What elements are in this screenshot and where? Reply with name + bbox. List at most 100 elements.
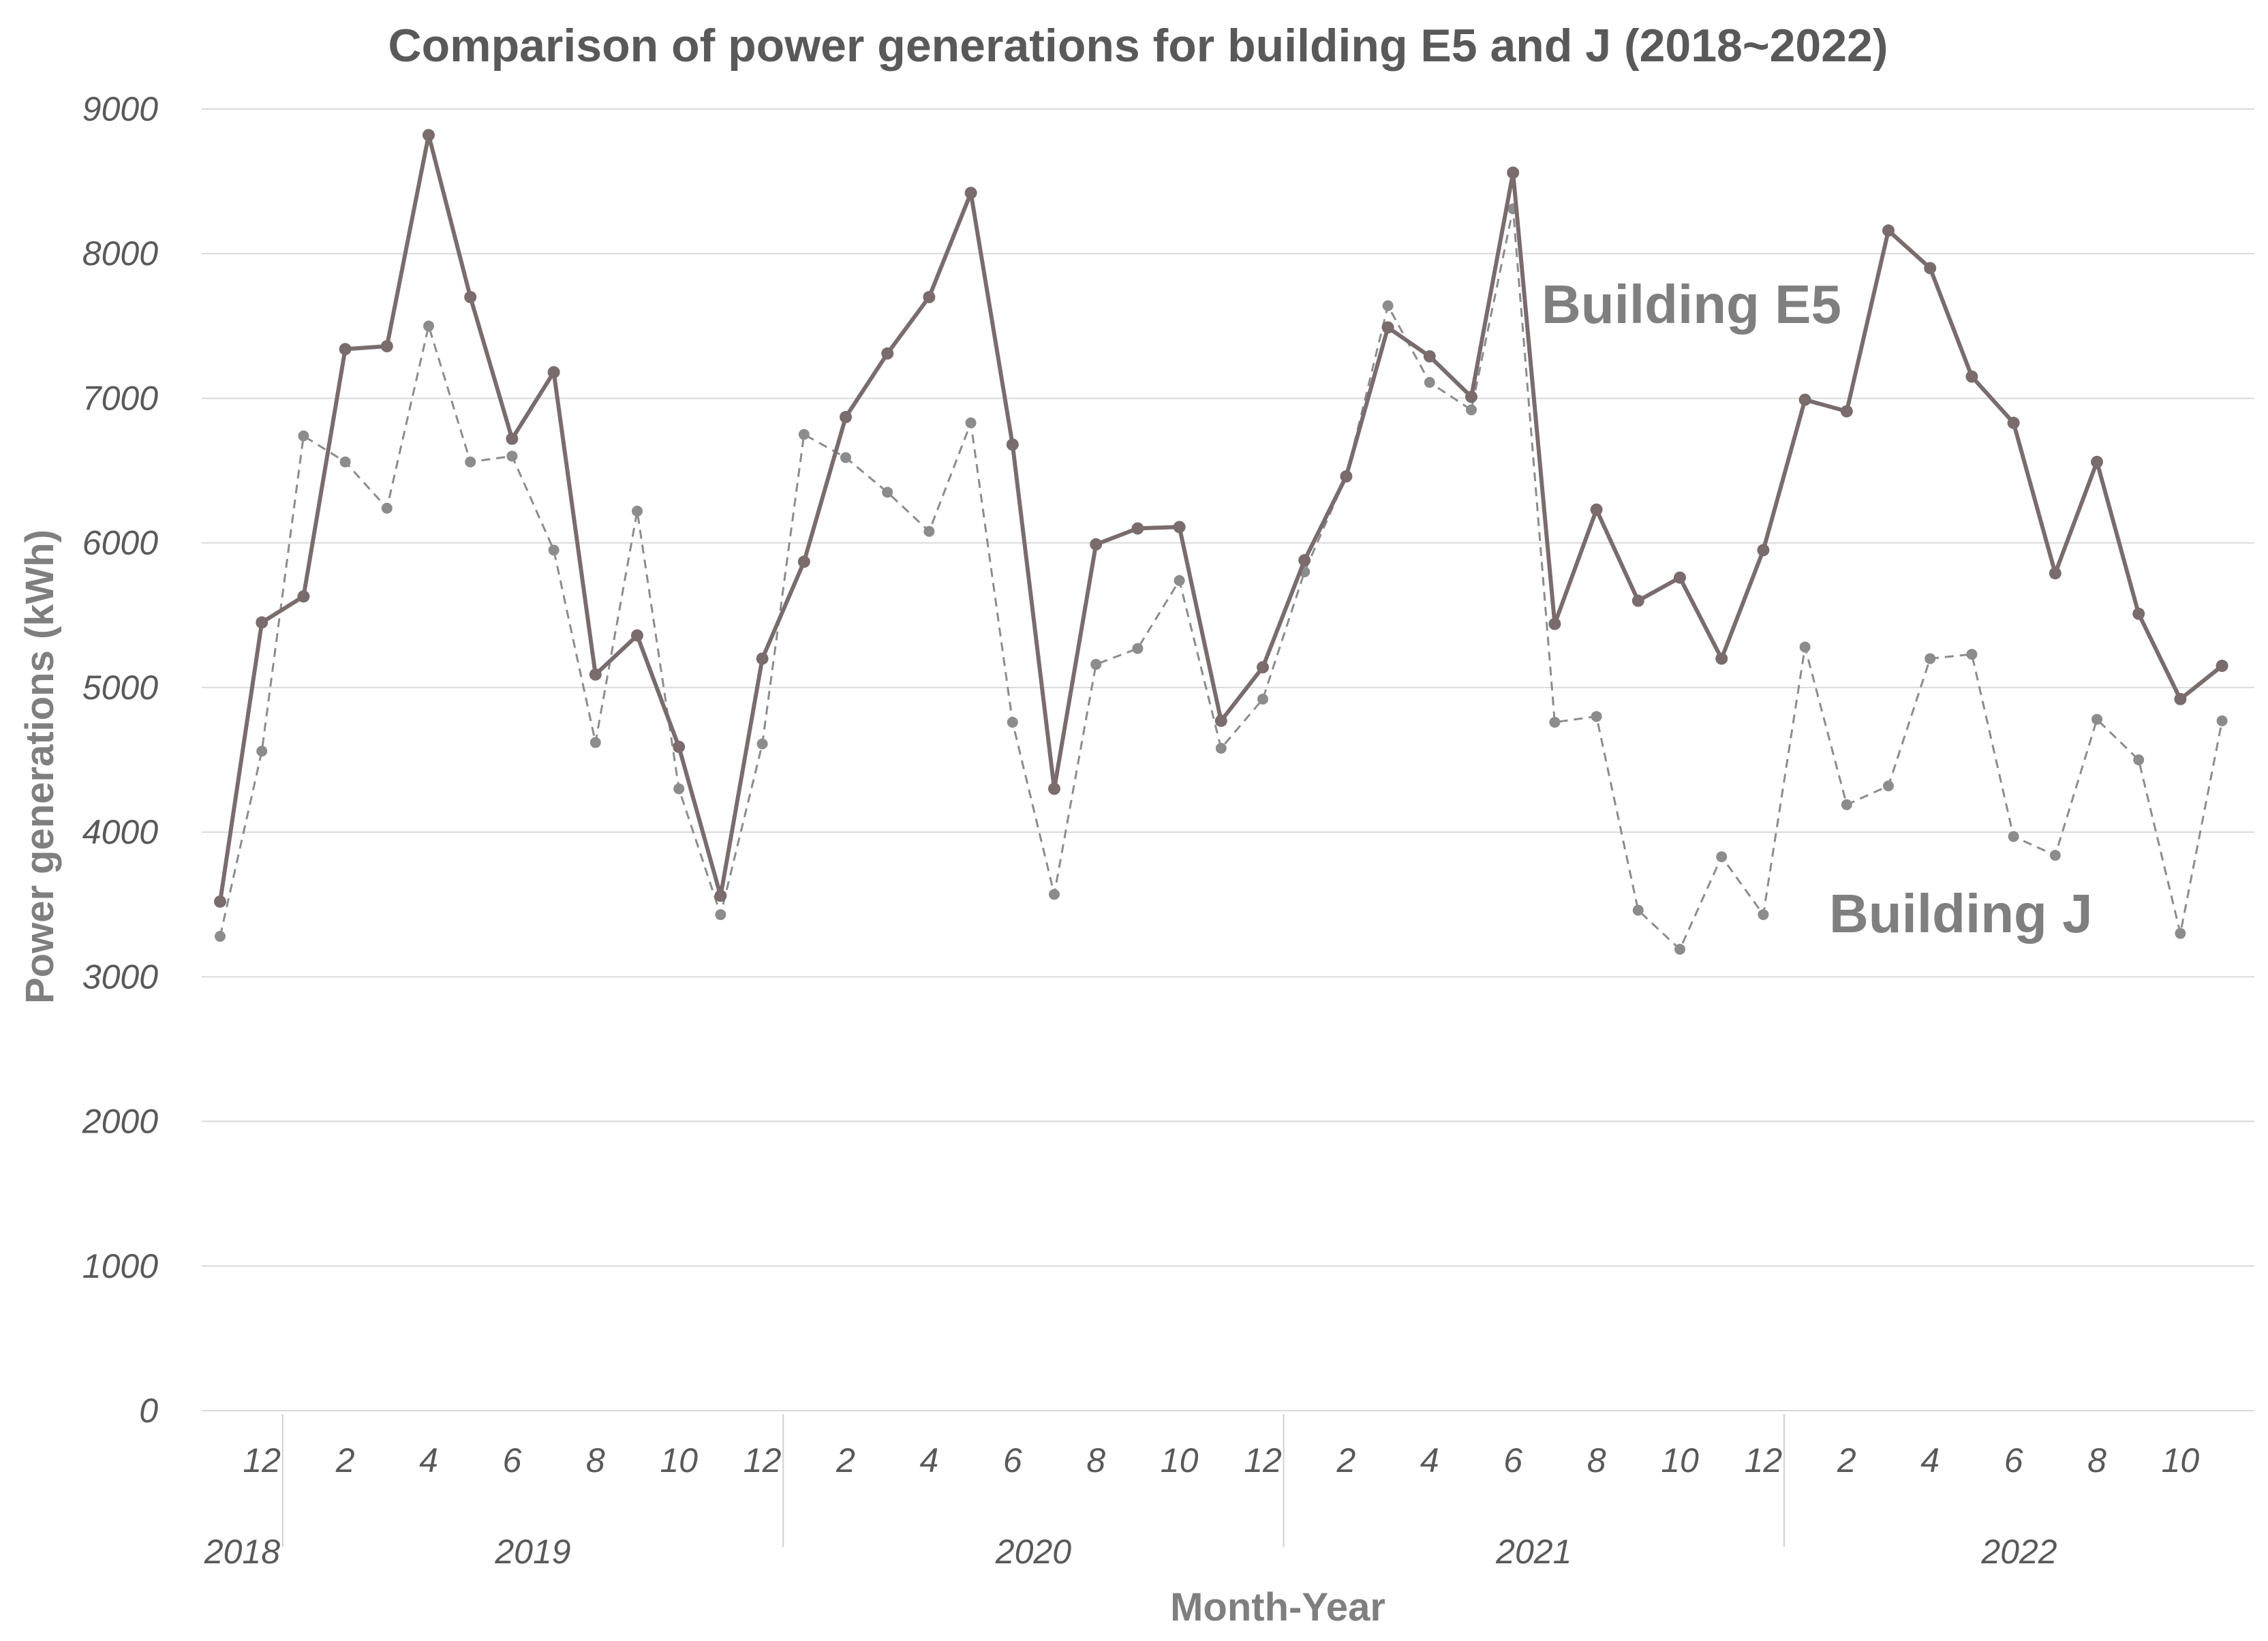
x-tick-label: 2 bbox=[836, 1441, 855, 1479]
data-point-building-j bbox=[215, 930, 226, 942]
annotation-building-e5: Building E5 bbox=[1542, 274, 1841, 335]
data-point-building-e5 bbox=[1423, 350, 1436, 363]
data-point-building-e5 bbox=[1298, 554, 1311, 567]
data-point-building-j bbox=[506, 450, 518, 462]
data-point-building-j bbox=[2216, 715, 2228, 726]
data-point-building-j bbox=[1674, 944, 1685, 955]
data-point-building-j bbox=[548, 545, 560, 556]
x-axis-label: Month-Year bbox=[1170, 1585, 1385, 1629]
data-point-building-e5 bbox=[214, 895, 226, 908]
data-point-building-j bbox=[1257, 693, 1268, 705]
x-tick-label: 6 bbox=[1503, 1441, 1522, 1479]
data-point-building-e5 bbox=[797, 555, 810, 568]
data-point-building-e5 bbox=[1465, 390, 1477, 403]
data-point-building-e5 bbox=[297, 590, 310, 603]
data-point-building-e5 bbox=[547, 366, 560, 379]
gridlines bbox=[202, 108, 2254, 1411]
data-point-building-j bbox=[673, 783, 685, 795]
data-point-building-e5 bbox=[2174, 692, 2187, 705]
data-point-building-j bbox=[256, 746, 268, 757]
data-point-building-j bbox=[1090, 658, 1102, 670]
data-point-building-e5 bbox=[2132, 607, 2145, 620]
data-point-building-j bbox=[715, 909, 726, 921]
data-point-building-j bbox=[2049, 850, 2061, 861]
data-point-building-e5 bbox=[1507, 166, 1520, 179]
data-point-building-e5 bbox=[1798, 393, 1811, 406]
data-point-building-j bbox=[882, 487, 893, 498]
x-tick-label: 12 bbox=[1745, 1441, 1783, 1479]
x-tick-label: 10 bbox=[2162, 1441, 2200, 1479]
data-point-building-e5 bbox=[423, 129, 435, 142]
data-point-building-j bbox=[1424, 377, 1435, 388]
data-point-building-j bbox=[298, 430, 309, 442]
x-tick-label: 4 bbox=[1920, 1441, 1940, 1479]
data-point-building-e5 bbox=[339, 343, 352, 356]
data-point-building-j bbox=[1632, 904, 1644, 916]
y-tick-label: 3000 bbox=[82, 957, 158, 996]
x-tick-label: 10 bbox=[1661, 1441, 1699, 1479]
data-point-building-e5 bbox=[1965, 370, 1978, 383]
y-tick-label: 1000 bbox=[82, 1247, 158, 1285]
series-building-e5 bbox=[214, 129, 2228, 908]
data-point-building-e5 bbox=[1257, 661, 1269, 674]
data-point-building-e5 bbox=[756, 652, 769, 665]
x-tick-label: 2 bbox=[335, 1441, 355, 1479]
data-point-building-e5 bbox=[1090, 538, 1103, 551]
x-tick-label: 4 bbox=[419, 1441, 438, 1479]
data-point-building-j bbox=[339, 456, 351, 467]
data-point-building-j bbox=[798, 429, 810, 440]
data-point-building-e5 bbox=[1631, 594, 1644, 607]
data-point-building-e5 bbox=[631, 629, 643, 642]
data-point-building-j bbox=[1925, 653, 1936, 664]
data-point-building-j bbox=[1215, 743, 1227, 754]
data-point-building-e5 bbox=[1381, 321, 1394, 334]
data-point-building-j bbox=[1382, 300, 1394, 311]
data-point-building-e5 bbox=[1590, 503, 1603, 516]
data-point-building-e5 bbox=[1048, 782, 1060, 795]
data-point-building-e5 bbox=[464, 290, 477, 303]
data-point-building-e5 bbox=[964, 187, 977, 200]
x-axis: 12 2 4 6 8 10 12 2 4 6 8 10 12 2 4 6 8 10 12 2 4 6 8 10 2018 2019… bbox=[204, 1414, 2200, 1571]
series-line-building-e5 bbox=[218, 133, 2224, 902]
data-point-building-e5 bbox=[506, 432, 519, 445]
data-point-building-j bbox=[1758, 909, 1769, 921]
x-tick-label: 8 bbox=[1587, 1441, 1606, 1479]
data-point-building-j bbox=[1466, 404, 1477, 416]
data-point-building-e5 bbox=[2216, 660, 2228, 673]
data-point-building-j bbox=[1716, 851, 1728, 863]
series-line-building-j bbox=[219, 207, 2224, 951]
data-point-building-e5 bbox=[2049, 567, 2062, 580]
x-tick-label: 10 bbox=[1161, 1441, 1199, 1479]
y-tick-label: 5000 bbox=[82, 669, 158, 707]
data-point-building-e5 bbox=[380, 340, 393, 353]
data-point-building-j bbox=[1591, 711, 1602, 722]
year-label: 2020 bbox=[995, 1533, 1071, 1571]
y-axis-label: Power generations (kWh) bbox=[18, 530, 62, 1004]
data-point-building-e5 bbox=[1840, 405, 1853, 418]
data-point-building-e5 bbox=[673, 740, 686, 753]
data-point-building-j bbox=[1007, 716, 1018, 728]
data-point-building-j bbox=[1799, 641, 1811, 653]
year-label: 2019 bbox=[494, 1533, 570, 1571]
data-point-building-j bbox=[1841, 799, 1852, 810]
data-point-building-j bbox=[465, 456, 476, 467]
x-tick-label: 6 bbox=[1003, 1441, 1022, 1479]
data-point-building-e5 bbox=[840, 411, 852, 424]
data-point-building-j bbox=[1174, 574, 1185, 586]
data-point-building-e5 bbox=[256, 616, 269, 629]
y-tick-label: 6000 bbox=[82, 524, 158, 562]
x-tick-label: 8 bbox=[2087, 1441, 2106, 1479]
data-point-building-e5 bbox=[1340, 470, 1353, 483]
data-point-building-j bbox=[1883, 780, 1894, 792]
y-tick-label: 2000 bbox=[82, 1103, 158, 1141]
series-layer bbox=[214, 129, 2228, 955]
data-point-building-e5 bbox=[1006, 438, 1019, 451]
y-tick-label: 0 bbox=[139, 1392, 158, 1430]
data-point-building-j bbox=[1966, 649, 1978, 660]
data-point-building-e5 bbox=[1131, 522, 1144, 535]
data-point-building-j bbox=[632, 505, 643, 517]
data-point-building-e5 bbox=[1882, 224, 1895, 237]
data-point-building-j bbox=[1049, 889, 1060, 900]
x-tick-label: 4 bbox=[919, 1441, 938, 1479]
